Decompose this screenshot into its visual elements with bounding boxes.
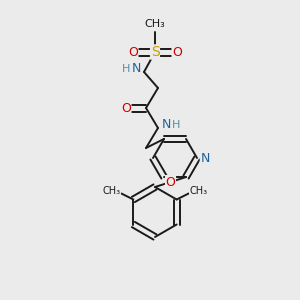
Text: CH₃: CH₃ [190,185,208,196]
Text: S: S [151,45,159,59]
Text: N: N [161,118,171,131]
Text: H: H [172,120,180,130]
Text: CH₃: CH₃ [145,19,165,29]
Text: O: O [172,46,182,59]
Text: N: N [131,62,141,76]
Text: O: O [121,101,131,115]
Text: O: O [128,46,138,59]
Text: CH₃: CH₃ [102,185,120,196]
Text: H: H [122,64,130,74]
Text: N: N [200,152,210,164]
Text: O: O [166,176,176,188]
